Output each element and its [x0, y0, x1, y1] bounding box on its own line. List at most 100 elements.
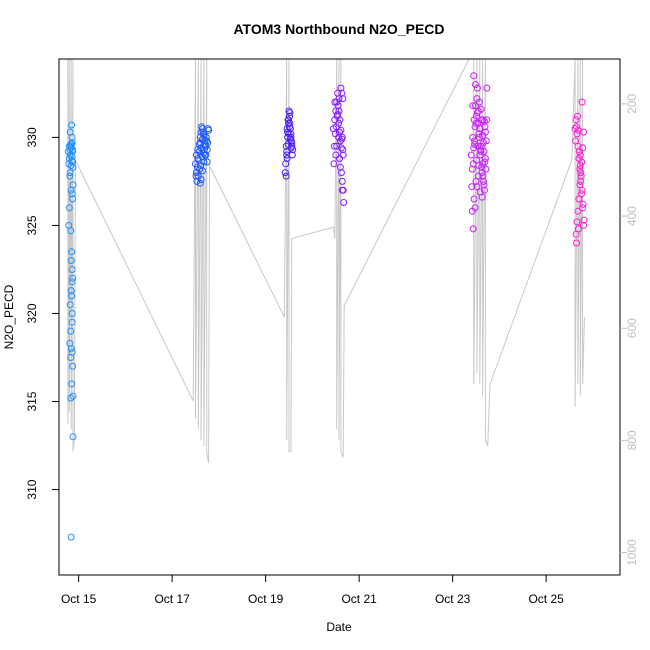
- data-point: [579, 200, 587, 208]
- data-point: [281, 169, 289, 177]
- data-point: [476, 151, 484, 159]
- data-point: [68, 380, 76, 388]
- data-point: [481, 158, 489, 166]
- data-point: [67, 345, 75, 353]
- data-point: [473, 84, 481, 92]
- data-point: [69, 163, 77, 171]
- series-2: [192, 123, 213, 187]
- data-point: [67, 142, 75, 150]
- data-point: [67, 162, 75, 169]
- y-axis: 310 315 320 325 330: [25, 127, 59, 500]
- data-point: [480, 148, 488, 155]
- data-point: [580, 216, 588, 224]
- data-point: [336, 155, 343, 162]
- data-point: [68, 278, 76, 286]
- data-point: [469, 102, 477, 110]
- data-point: [69, 274, 77, 282]
- data-point: [470, 144, 478, 152]
- data-point: [330, 142, 338, 150]
- data-point: [481, 155, 489, 162]
- data-point: [473, 183, 481, 191]
- data-point: [579, 144, 587, 152]
- data-point: [337, 126, 345, 134]
- data-point: [572, 116, 580, 124]
- data-point: [478, 193, 486, 201]
- data-point: [285, 116, 292, 124]
- data-point: [479, 116, 487, 124]
- data-point: [201, 151, 209, 159]
- data-point: [572, 137, 580, 145]
- data-point: [475, 98, 483, 106]
- data-point: [335, 119, 343, 127]
- data-point: [331, 116, 339, 124]
- data-point: [68, 190, 76, 198]
- altitude-trace: [67, 58, 585, 463]
- chart-title: ATOM3 Northbound N2O_PECD: [233, 21, 444, 37]
- data-point: [573, 218, 581, 226]
- data-point: [68, 156, 76, 164]
- data-point: [69, 392, 77, 400]
- data-point: [68, 121, 76, 129]
- data-point: [200, 158, 208, 166]
- y-tick-label: 320: [25, 303, 39, 323]
- data-point: [333, 142, 341, 150]
- data-point: [479, 132, 487, 140]
- data-point: [467, 151, 475, 159]
- data-point: [477, 146, 485, 154]
- data-point: [67, 327, 75, 335]
- altitude-line: [67, 58, 585, 463]
- data-point: [287, 144, 295, 152]
- y-tick-label: 310: [25, 479, 39, 499]
- data-point: [578, 190, 586, 198]
- data-point: [282, 172, 290, 180]
- data-point: [332, 151, 340, 159]
- data-point: [68, 248, 76, 256]
- data-point: [480, 186, 488, 194]
- data-point: [477, 105, 485, 113]
- data-point: [468, 165, 476, 173]
- data-point: [480, 118, 488, 125]
- data-point: [283, 148, 291, 155]
- data-point: [470, 72, 478, 80]
- x-tick-label: Oct 19: [248, 592, 284, 606]
- data-point: [576, 151, 584, 159]
- data-point: [68, 133, 76, 141]
- data-point: [337, 169, 345, 177]
- data-point: [482, 165, 490, 173]
- data-point: [472, 119, 480, 127]
- y2-tick-label: 800: [625, 430, 639, 450]
- data-point: [576, 181, 584, 189]
- data-point: [480, 139, 487, 147]
- data-point: [473, 95, 481, 103]
- data-point: [339, 95, 347, 103]
- data-point: [286, 112, 293, 120]
- data-point: [339, 151, 347, 159]
- data-point: [286, 109, 294, 117]
- data-points: [64, 72, 588, 541]
- data-point: [67, 186, 75, 194]
- data-point: [577, 177, 585, 185]
- y2-tick-label: 1000: [625, 539, 639, 566]
- data-point: [578, 158, 586, 166]
- data-point: [573, 239, 580, 247]
- data-point: [331, 98, 339, 106]
- data-point: [336, 163, 344, 171]
- data-point: [68, 318, 76, 326]
- data-point: [192, 172, 200, 180]
- data-point: [578, 98, 586, 106]
- data-point: [68, 266, 76, 273]
- data-point: [67, 394, 75, 402]
- data-point: [336, 128, 343, 136]
- data-point: [480, 181, 488, 189]
- data-point: [338, 89, 346, 97]
- data-point: [470, 116, 478, 124]
- data-point: [573, 123, 580, 131]
- data-point: [337, 84, 345, 92]
- data-point: [336, 137, 344, 145]
- data-point: [288, 151, 296, 159]
- data-point: [471, 140, 479, 148]
- y2-tick-label: 600: [625, 318, 639, 338]
- data-point: [574, 112, 581, 120]
- x-tick-label: Oct 17: [154, 592, 190, 606]
- data-point: [67, 533, 75, 541]
